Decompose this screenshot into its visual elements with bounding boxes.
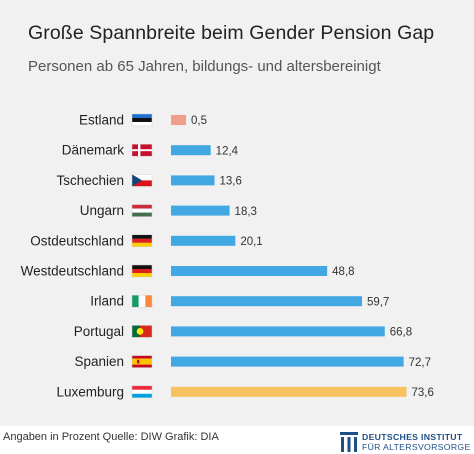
flag-germany-icon (131, 264, 153, 278)
chart-subtitle: Personen ab 65 Jahren, bildungs- und alt… (28, 58, 381, 75)
bar (171, 145, 211, 156)
bar (171, 386, 407, 397)
bar-row: Estland 0,5 (79, 113, 207, 128)
value-label: 20,1 (240, 236, 262, 248)
chart-title: Große Spannbreite beim Gender Pension Ga… (28, 22, 435, 44)
bar (171, 356, 404, 367)
flag-hungary-icon (131, 204, 153, 217)
footer (0, 426, 474, 454)
bar-row: Portugal 66,8 (74, 324, 412, 339)
category-label: Estland (79, 113, 124, 128)
bar-row: Luxemburg 73,6 (56, 384, 433, 399)
bar-row: Westdeutschland 48,8 (21, 264, 355, 279)
bar-row: Ostdeutschland 20,1 (30, 233, 263, 248)
category-label: Dänemark (62, 143, 125, 158)
dia-logo: DEUTSCHES INSTITUT FÜR ALTERSVORSORGE (340, 432, 474, 454)
value-label: 0,5 (191, 115, 207, 127)
value-label: 66,8 (390, 327, 412, 339)
flag-germany-icon (131, 234, 153, 248)
bar-row: Irland 59,7 (90, 294, 389, 309)
value-label: 59,7 (367, 296, 389, 308)
bar-chart: Estland 0,5 Dänemark 12,4 Tschechien 13,6 Unga… (21, 113, 434, 400)
category-label: Ungarn (80, 203, 124, 218)
value-label: 48,8 (332, 266, 354, 278)
bar-row: Tschechien 13,6 (56, 173, 241, 188)
chart-card (0, 0, 474, 426)
bar (171, 235, 236, 246)
flag-denmark-icon (131, 143, 153, 157)
flag-ireland-icon (131, 294, 153, 308)
category-label: Portugal (74, 324, 124, 339)
logo-text-line2: FÜR ALTERSVORSORGE (362, 442, 471, 452)
bar (171, 326, 385, 337)
bar-row: Spanien 72,7 (74, 354, 431, 369)
category-label: Tschechien (56, 173, 124, 188)
value-label: 72,7 (409, 357, 431, 369)
value-label: 73,6 (412, 387, 434, 399)
value-label: 13,6 (220, 176, 242, 188)
bar (171, 175, 215, 186)
institute-logo-icon (340, 432, 358, 452)
bar-row: Dänemark 12,4 (62, 143, 239, 158)
category-label: Ostdeutschland (30, 233, 124, 248)
logo-text-line1: DEUTSCHES INSTITUT (362, 432, 463, 442)
bar-row: Ungarn 18,3 (80, 203, 257, 218)
bar (171, 115, 186, 125)
value-label: 12,4 (216, 145, 239, 157)
flag-luxembourg-icon (131, 385, 153, 399)
bar (171, 296, 363, 307)
bar (171, 205, 230, 216)
footnote: Angaben in Prozent Quelle: DIW Grafik: D… (3, 431, 219, 443)
value-label: 18,3 (235, 206, 257, 218)
category-label: Westdeutschland (21, 264, 124, 279)
flag-spain-icon (131, 355, 153, 368)
category-label: Irland (90, 294, 124, 309)
bar (171, 266, 328, 276)
flag-czechia-icon (131, 174, 153, 187)
flag-portugal-icon (131, 325, 153, 338)
category-label: Spanien (74, 354, 124, 369)
flag-estonia-icon (131, 113, 153, 127)
category-label: Luxemburg (56, 384, 124, 399)
